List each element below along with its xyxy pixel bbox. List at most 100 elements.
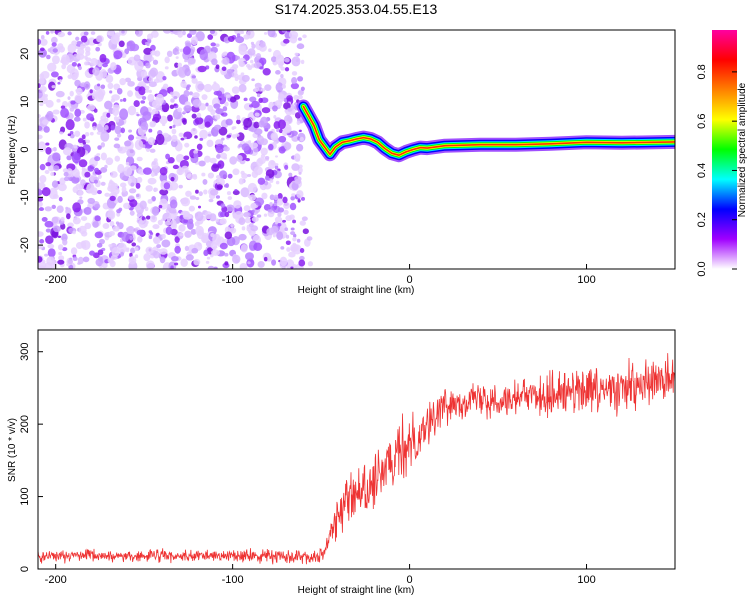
noise-speckle (43, 126, 50, 133)
noise-speckle (96, 189, 102, 195)
noise-speckle (194, 135, 198, 139)
noise-speckle (47, 248, 56, 258)
noise-speckle (149, 232, 154, 235)
noise-speckle (216, 90, 223, 97)
noise-speckle (241, 74, 250, 82)
noise-speckle (51, 216, 59, 224)
noise-speckle (226, 68, 234, 74)
noise-speckle (293, 94, 299, 101)
noise-speckle (51, 42, 57, 47)
noise-speckle (291, 76, 298, 85)
noise-speckle (195, 189, 199, 194)
noise-speckle (263, 213, 268, 217)
noise-speckle (184, 170, 192, 178)
noise-speckle (183, 105, 193, 112)
noise-speckle (143, 52, 153, 64)
noise-speckle (296, 143, 304, 152)
noise-speckle (258, 120, 265, 128)
y-tick-label: 200 (19, 415, 31, 433)
noise-speckle (257, 177, 266, 185)
noise-speckle (57, 244, 64, 251)
noise-speckle (216, 177, 226, 187)
noise-speckle (277, 207, 285, 213)
x-tick-label: 100 (577, 574, 595, 586)
noise-speckle (261, 192, 268, 200)
noise-speckle (129, 235, 134, 241)
noise-speckle (182, 213, 192, 220)
noise-speckle (44, 169, 50, 174)
noise-speckle (44, 220, 54, 228)
x-tick-label: 0 (407, 574, 413, 586)
spectrogram-noise (38, 30, 314, 269)
noise-speckle (263, 204, 271, 211)
noise-speckle (114, 155, 121, 162)
noise-speckle (163, 182, 171, 190)
noise-speckle (119, 98, 123, 102)
noise-speckle (216, 154, 221, 159)
noise-speckle (243, 117, 253, 128)
noise-speckle (184, 59, 188, 63)
noise-speckle (135, 182, 141, 189)
noise-speckle (240, 187, 250, 198)
noise-speckle (259, 57, 267, 66)
noise-speckle (42, 52, 46, 56)
noise-speckle (223, 184, 228, 188)
noise-speckle (39, 163, 46, 171)
noise-speckle (150, 172, 156, 177)
noise-speckle (57, 31, 66, 38)
noise-speckle (72, 230, 76, 235)
noise-speckle (124, 77, 132, 83)
noise-speckle (300, 86, 305, 91)
noise-speckle (297, 198, 301, 203)
noise-speckle (45, 146, 52, 155)
noise-speckle (127, 80, 135, 87)
y-tick-label: -10 (19, 189, 31, 205)
noise-speckle (191, 92, 200, 99)
noise-speckle (84, 61, 89, 66)
noise-speckle (134, 246, 139, 251)
noise-speckle (170, 176, 175, 182)
noise-speckle (221, 66, 227, 71)
noise-speckle (150, 30, 159, 38)
noise-speckle (286, 107, 293, 112)
noise-speckle (172, 124, 176, 129)
noise-speckle (253, 242, 263, 251)
noise-speckle (104, 100, 113, 110)
noise-speckle (67, 43, 77, 54)
noise-speckle (162, 75, 167, 81)
noise-speckle (107, 209, 116, 220)
noise-speckle (221, 112, 228, 117)
noise-speckle (114, 200, 119, 204)
noise-speckle (192, 98, 202, 108)
noise-speckle (117, 195, 123, 204)
noise-speckle (165, 153, 171, 160)
noise-speckle (97, 174, 102, 180)
noise-speckle (210, 232, 215, 238)
noise-speckle (244, 217, 251, 224)
noise-speckle (179, 214, 184, 220)
noise-speckle (235, 36, 245, 44)
noise-speckle (119, 182, 127, 188)
noise-speckle (66, 213, 71, 220)
noise-speckle (251, 209, 255, 214)
noise-speckle (277, 93, 285, 103)
noise-speckle (243, 205, 251, 212)
noise-speckle (277, 193, 283, 200)
noise-speckle (126, 226, 135, 235)
noise-speckle (256, 214, 262, 218)
figure-title: S174.2025.353.04.55.E13 (275, 1, 438, 17)
noise-speckle (188, 218, 194, 225)
noise-speckle (184, 68, 191, 77)
noise-speckle (73, 116, 81, 122)
noise-speckle (69, 107, 75, 112)
x-tick-label: 100 (577, 274, 595, 286)
noise-speckle (168, 207, 177, 214)
noise-speckle (197, 65, 207, 73)
noise-speckle (63, 176, 70, 182)
noise-speckle (41, 119, 49, 125)
noise-speckle (175, 56, 179, 59)
noise-speckle (152, 224, 160, 230)
noise-speckle (39, 86, 47, 93)
noise-speckle (209, 213, 217, 222)
noise-speckle (291, 193, 296, 197)
